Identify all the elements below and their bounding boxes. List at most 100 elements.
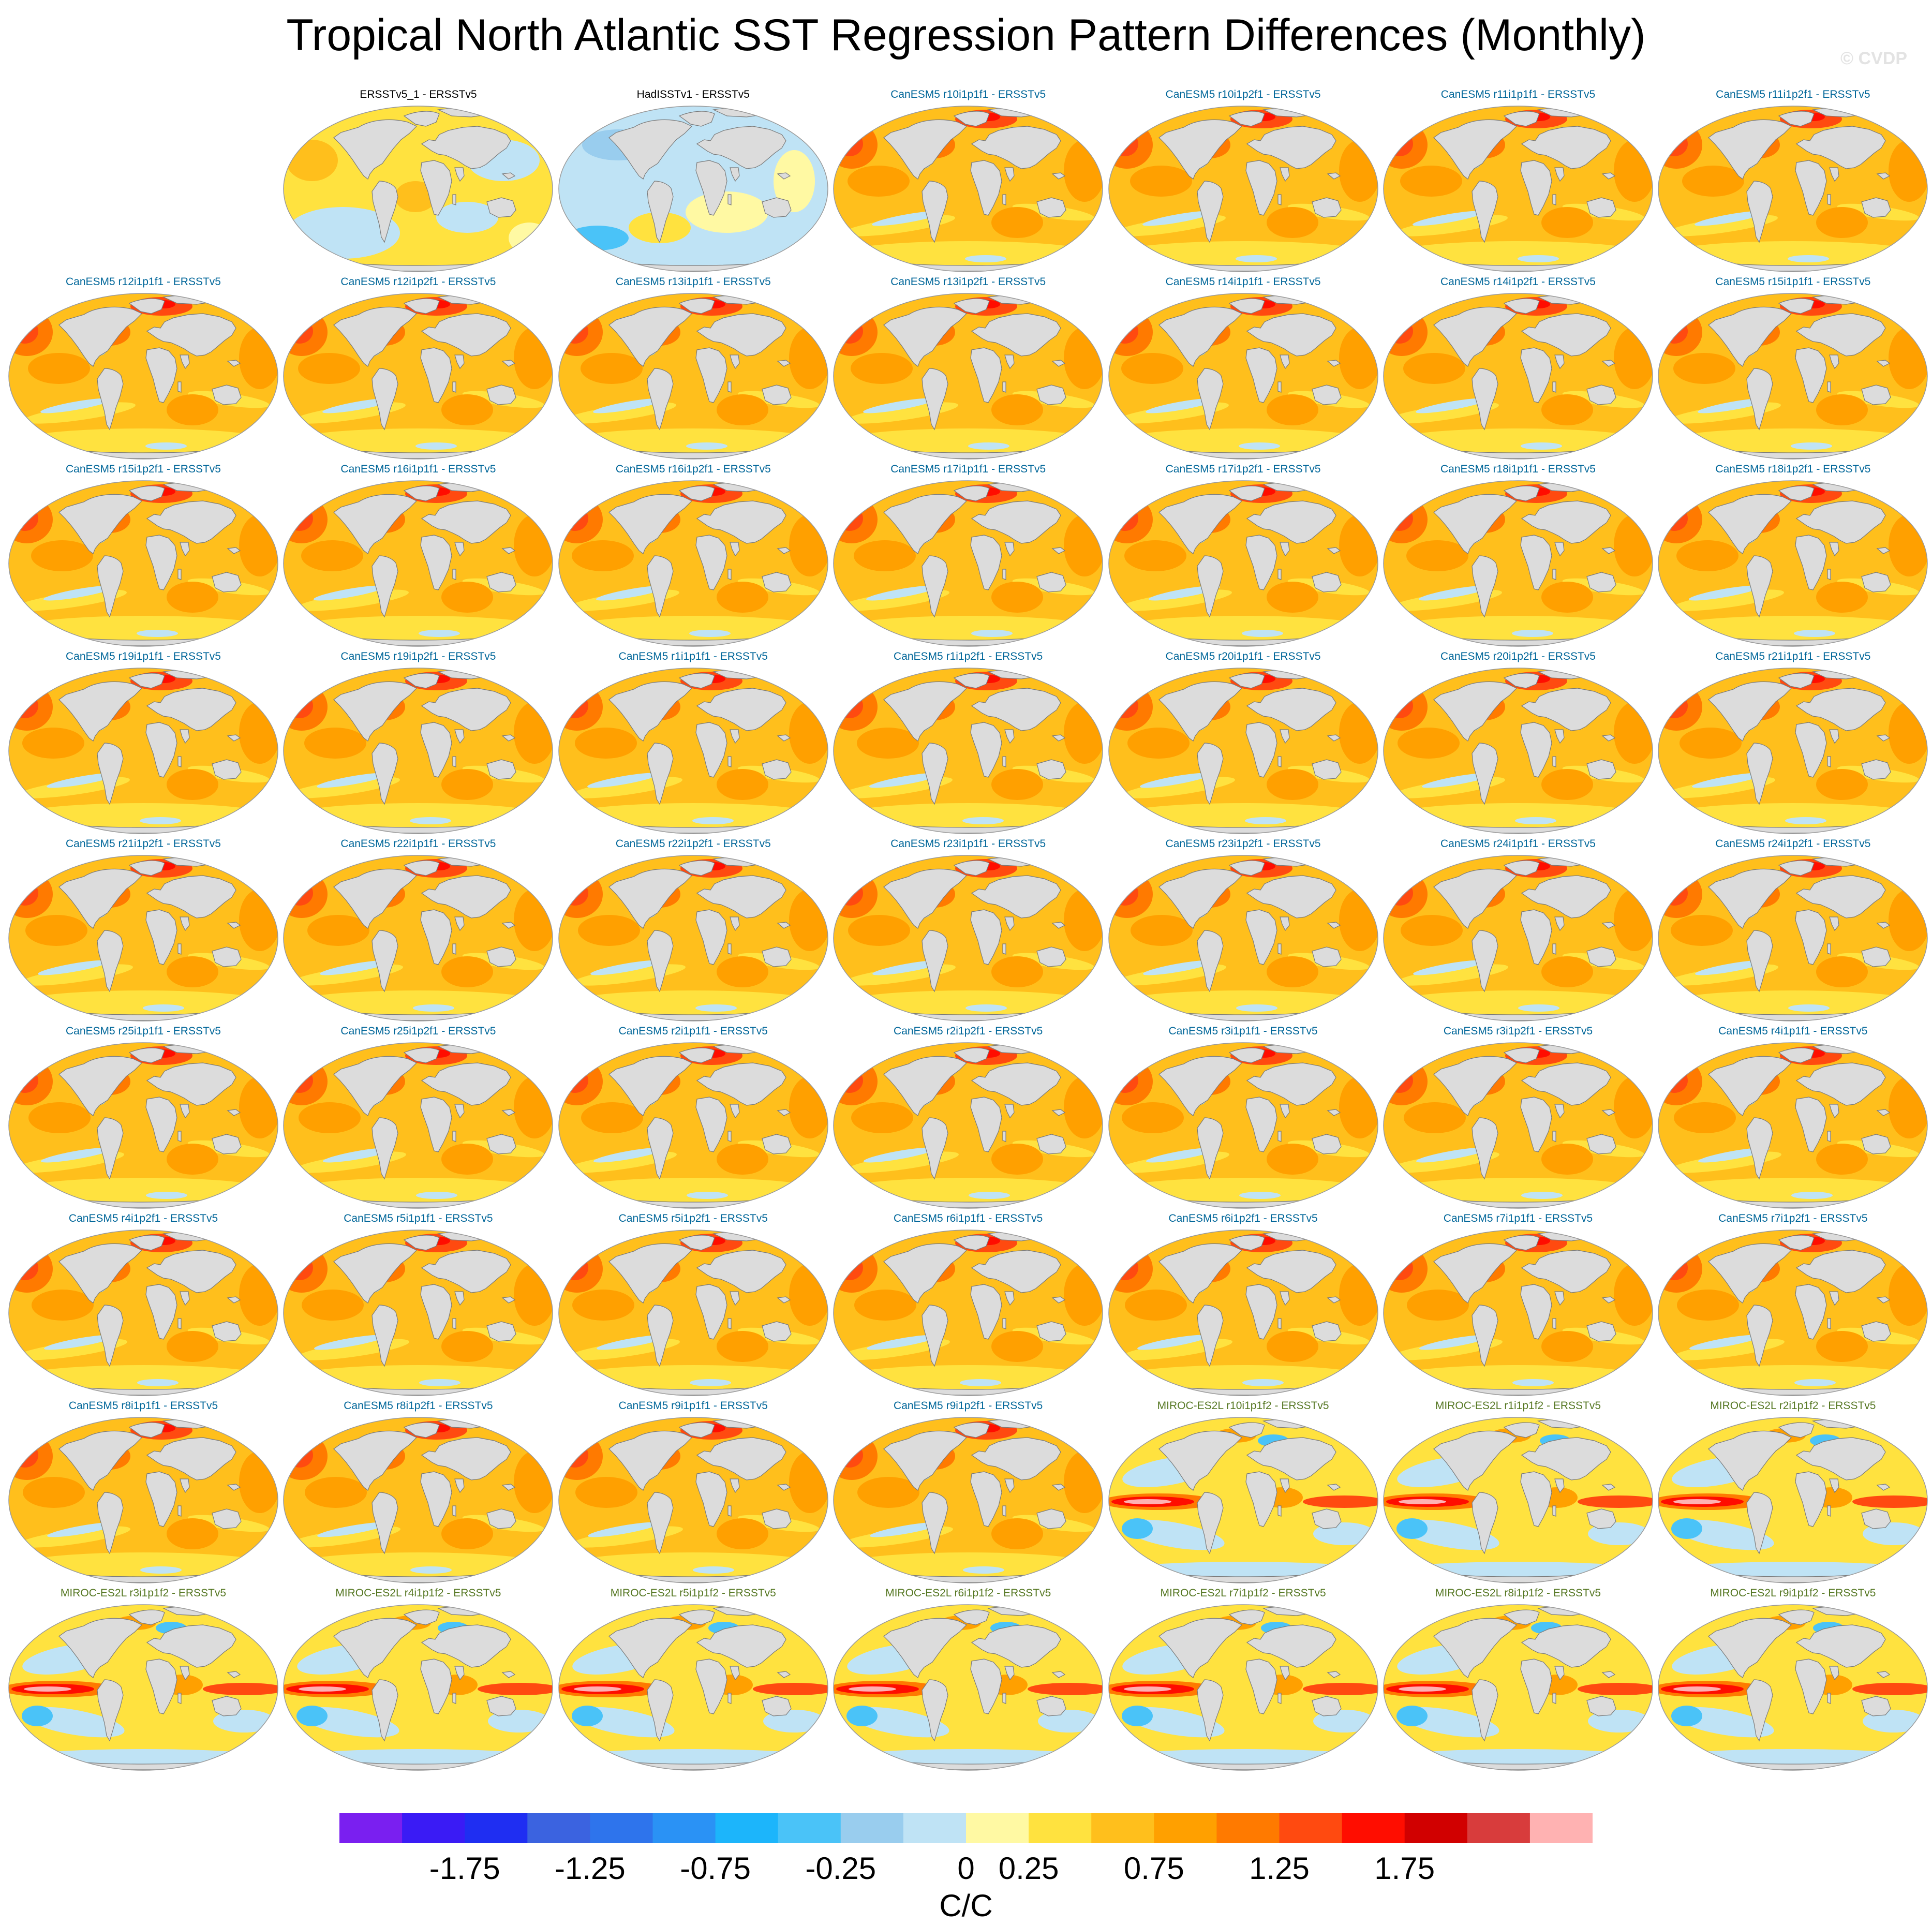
- land-mass: [1521, 875, 1611, 919]
- land-mass: [1158, 1430, 1242, 1491]
- land-mass: [1245, 1097, 1277, 1152]
- land-mass: [1311, 1321, 1342, 1342]
- land-mass: [696, 688, 786, 731]
- land-mass: [145, 1471, 177, 1527]
- land-mass: [1601, 734, 1616, 742]
- land-mass: [371, 555, 399, 618]
- world-map: [833, 1604, 1103, 1771]
- panel-title: CanESM5 r16i1p1f1 - ERSSTv5: [340, 463, 496, 475]
- land-mass: [696, 1437, 786, 1480]
- land-mass: [212, 1134, 242, 1154]
- land-mass: [1520, 1284, 1552, 1340]
- panel-title: CanESM5 r7i1p1f1 - ERSSTv5: [1443, 1212, 1593, 1224]
- map-border: [1108, 1604, 1378, 1771]
- land-mass: [1554, 542, 1565, 557]
- map-border: [8, 293, 278, 460]
- panel-title: MIROC-ES2L r6i1p1f2 - ERSSTv5: [885, 1587, 1051, 1599]
- map-panel: CanESM5 r11i1p1f1 - ERSSTv5: [1381, 88, 1655, 274]
- land-mass: [608, 868, 692, 929]
- land-mass: [762, 572, 792, 593]
- land-mass: [452, 1318, 456, 1329]
- land-mass: [58, 1243, 143, 1304]
- map-border: [8, 1417, 278, 1583]
- map-border: [558, 855, 828, 1021]
- land-mass: [1778, 1235, 1815, 1251]
- land-mass: [1228, 860, 1265, 876]
- land-mass: [227, 547, 241, 554]
- map-panel: CanESM5 r8i1p2f1 - ERSSTv5: [281, 1399, 555, 1586]
- land-mass: [145, 347, 177, 403]
- land-mass: [1277, 1318, 1282, 1329]
- land-mass: [486, 946, 517, 967]
- sst-field: [1108, 481, 1378, 646]
- map-panel: CanESM5 r19i1p2f1 - ERSSTv5: [281, 650, 555, 836]
- map-panel: CanESM5 r9i1p1f1 - ERSSTv5: [556, 1399, 830, 1586]
- map-panel: CanESM5 r3i1p2f1 - ERSSTv5: [1381, 1025, 1655, 1211]
- land-mass: [1554, 1291, 1565, 1306]
- sst-field: [1384, 1043, 1653, 1208]
- land-mass: [227, 1671, 241, 1678]
- land-mass: [1051, 1484, 1066, 1491]
- sst-field: [1384, 293, 1653, 459]
- land-mass: [695, 160, 727, 216]
- land-mass: [1829, 729, 1840, 744]
- land-mass: [1552, 943, 1556, 955]
- land-mass: [695, 722, 727, 778]
- land-mass: [1004, 542, 1015, 557]
- land-mass: [922, 930, 948, 993]
- panel-title: CanESM5 r19i1p1f1 - ERSSTv5: [66, 650, 221, 662]
- land-mass: [727, 1131, 732, 1142]
- land-mass: [883, 681, 968, 742]
- land-mass: [1503, 1609, 1540, 1625]
- panel-title: CanESM5 r21i1p2f1 - ERSSTv5: [66, 838, 221, 850]
- land-mass: [501, 360, 516, 367]
- land-mass: [1520, 909, 1552, 965]
- map-panel: CanESM5 r23i1p2f1 - ERSSTv5: [1106, 837, 1380, 1024]
- land-mass: [1521, 1062, 1611, 1106]
- world-map: [1383, 855, 1653, 1021]
- land-mass: [1503, 673, 1540, 689]
- land-mass: [404, 1609, 440, 1625]
- colorbar-swatch: [778, 1813, 841, 1843]
- land-mass: [1746, 1492, 1774, 1554]
- map-border: [1383, 106, 1653, 272]
- world-map: [1108, 1604, 1378, 1771]
- land-mass: [696, 126, 786, 169]
- land-mass: [647, 743, 674, 805]
- land-mass: [971, 875, 1061, 919]
- land-mass: [1004, 354, 1015, 369]
- panel-title: CanESM5 r15i1p1f1 - ERSSTv5: [1715, 276, 1871, 288]
- land-mass: [420, 160, 453, 216]
- land-mass: [1829, 167, 1840, 182]
- land-mass: [454, 167, 465, 182]
- land-mass: [1246, 500, 1336, 544]
- land-mass: [730, 167, 740, 182]
- land-mass: [371, 743, 399, 805]
- land-mass: [177, 569, 182, 580]
- land-mass: [608, 494, 692, 554]
- land-mass: [1196, 555, 1224, 618]
- land-mass: [1245, 535, 1277, 590]
- map-panel: CanESM5 r11i1p2f1 - ERSSTv5: [1656, 88, 1930, 274]
- land-mass: [1472, 1117, 1498, 1180]
- map-panel: CanESM5 r8i1p1f1 - ERSSTv5: [6, 1399, 280, 1586]
- land-mass: [647, 1679, 674, 1742]
- map-border: [1108, 668, 1378, 834]
- world-map: [8, 855, 278, 1021]
- map-panel: CanESM5 r17i1p2f1 - ERSSTv5: [1106, 463, 1380, 649]
- map-border: [558, 293, 828, 460]
- land-mass: [97, 555, 124, 618]
- land-mass: [727, 1693, 732, 1704]
- world-map: [1383, 668, 1653, 834]
- land-mass: [730, 1291, 740, 1306]
- land-mass: [371, 368, 399, 431]
- land-mass: [1520, 722, 1552, 778]
- land-mass: [1827, 569, 1831, 580]
- land-mass: [1520, 1659, 1552, 1714]
- land-mass: [1503, 1235, 1540, 1251]
- map-border: [833, 480, 1103, 647]
- land-mass: [501, 172, 516, 180]
- land-mass: [1829, 1291, 1840, 1306]
- land-mass: [145, 535, 177, 590]
- land-mass: [1552, 381, 1556, 393]
